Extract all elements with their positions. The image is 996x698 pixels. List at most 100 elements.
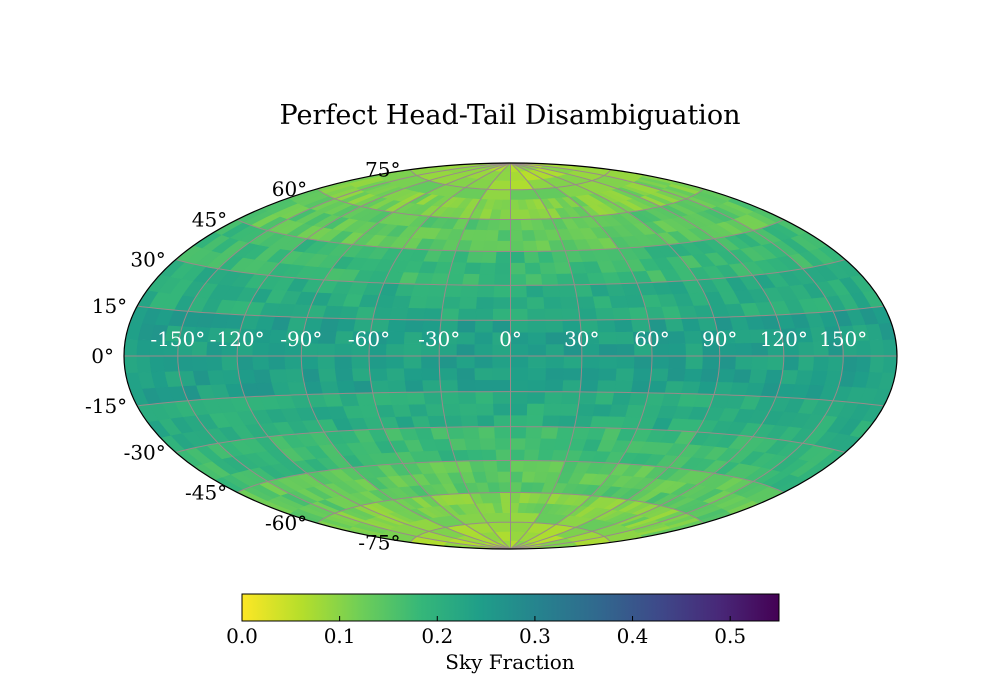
heatmap-cell — [319, 317, 340, 332]
heatmap-cell — [439, 379, 459, 393]
heatmap-cell — [510, 460, 525, 472]
heatmap-cell — [882, 355, 897, 374]
heatmap-cell — [510, 403, 528, 416]
heatmap-cell — [301, 368, 321, 383]
heatmap-cell — [284, 355, 303, 370]
heatmap-cell — [494, 273, 511, 286]
heatmap-cell — [539, 261, 557, 275]
colorbar: 0.0 0.1 0.2 0.3 0.4 0.5 — [226, 593, 780, 648]
heatmap-cell — [580, 367, 600, 381]
heatmap-cell — [474, 355, 494, 369]
heatmap-cell — [268, 355, 286, 370]
heatmap-cell — [440, 307, 460, 321]
heatmap-cell — [633, 355, 653, 369]
heatmap-cell — [716, 368, 736, 383]
heatmap-cell — [474, 379, 494, 393]
heatmap-cell — [482, 240, 499, 252]
heatmap-cell — [496, 240, 511, 252]
heatmap-cell — [351, 367, 372, 382]
heatmap-cell — [456, 367, 476, 381]
heatmap-cell — [501, 502, 511, 513]
heatmap-cell — [797, 355, 815, 371]
heatmap-cell — [353, 380, 374, 394]
longitude-tick-label: -120° — [210, 327, 265, 351]
heatmap-cell — [474, 319, 494, 333]
heatmap-cell — [457, 379, 477, 393]
heatmap-cell — [562, 379, 582, 393]
parallel-line — [137, 305, 884, 321]
heatmap-cell — [510, 367, 529, 381]
heatmap-cell — [474, 331, 494, 345]
heatmap-cell — [269, 368, 289, 383]
parallel-line — [316, 492, 705, 524]
heatmap-cell — [735, 342, 753, 357]
latitude-tick-label: -60° — [265, 511, 307, 535]
heatmap-cell — [237, 369, 257, 384]
heatmap-cell — [559, 403, 579, 416]
graticule — [124, 163, 897, 549]
heatmap-cell — [425, 295, 445, 309]
heatmap-cell — [421, 355, 440, 369]
heatmap-cell — [124, 355, 139, 374]
heatmap-cell — [493, 414, 511, 428]
parallel-line — [316, 188, 705, 220]
colorbar-tick-label: 0.4 — [617, 624, 649, 648]
heatmap-cell — [563, 367, 582, 381]
heatmap-cell — [369, 367, 389, 381]
heatmap-cell — [614, 379, 634, 393]
heatmap-cell — [596, 319, 617, 333]
heatmap-cell — [527, 379, 547, 393]
heatmap-cell — [685, 355, 704, 370]
heatmap-cell — [479, 262, 497, 275]
heatmap-cell — [510, 229, 524, 241]
heatmap-cell — [460, 284, 479, 298]
heatmap-cell — [442, 296, 462, 309]
heatmap-cell — [615, 367, 635, 381]
heatmap-cell — [574, 284, 594, 297]
heatmap-cell — [443, 284, 463, 298]
heatmap-cell — [496, 460, 511, 472]
heatmap-cell — [510, 355, 529, 369]
heatmap-cell — [649, 367, 670, 382]
heatmap-cell — [499, 492, 511, 504]
longitude-tick-label: 30° — [564, 327, 599, 351]
heatmap-cell — [462, 426, 481, 439]
heatmap-cell — [526, 414, 545, 428]
heatmap-cell — [300, 355, 319, 370]
heatmap-cell — [495, 251, 511, 263]
heatmap-cell — [252, 355, 270, 370]
heatmap-cell — [457, 391, 477, 404]
heatmap-cell — [510, 273, 527, 286]
heatmap-cell — [581, 355, 600, 369]
colorbar-label: Sky Fraction — [445, 650, 575, 674]
heatmap-cell — [408, 295, 429, 309]
heatmap-cell — [440, 391, 460, 405]
heatmap-cell — [540, 426, 559, 439]
heatmap-cell — [666, 330, 687, 344]
heatmap-cell — [236, 355, 254, 371]
heatmap-cell — [443, 414, 463, 428]
heatmap-cell — [767, 355, 785, 371]
heatmap-cell — [386, 355, 405, 369]
heatmap-cell — [558, 414, 578, 428]
heatmap-cell — [869, 355, 885, 373]
heatmap-cell — [492, 308, 511, 321]
heatmap-cell — [499, 209, 511, 220]
heatmap-cell — [539, 437, 557, 451]
heatmap-cell — [495, 449, 511, 461]
colorbar-ticks: 0.0 0.1 0.2 0.3 0.4 0.5 — [226, 616, 746, 648]
parallel-line — [236, 219, 785, 252]
heatmap-cell — [457, 308, 477, 321]
heatmap-cell — [527, 343, 547, 357]
heatmap-cell — [544, 379, 564, 393]
heatmap-cell — [561, 307, 581, 321]
heatmap-cell — [611, 391, 632, 405]
heatmap-cell — [574, 415, 594, 428]
heatmap-cell — [510, 296, 528, 309]
heatmap-cell — [423, 307, 443, 321]
longitude-tick-label: 60° — [634, 327, 669, 351]
heatmap-cell — [735, 355, 753, 370]
heatmap-cell — [827, 355, 844, 372]
heatmap-cell — [748, 368, 768, 384]
heatmap-cell — [411, 415, 432, 429]
